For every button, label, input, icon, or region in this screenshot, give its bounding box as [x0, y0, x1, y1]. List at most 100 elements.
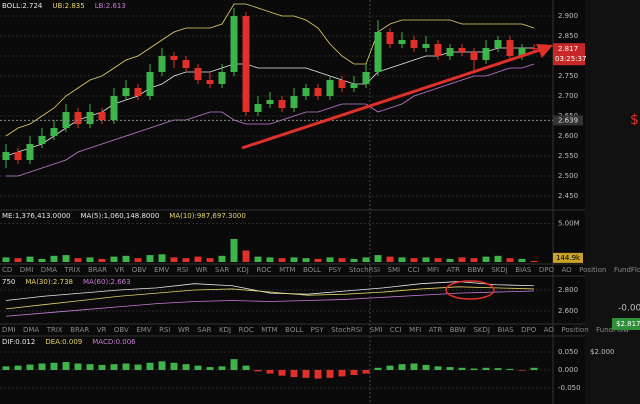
indicator-tab[interactable]: CCI: [408, 266, 420, 274]
volume-bar: [362, 257, 370, 262]
indicator-tab[interactable]: TRIX: [46, 326, 63, 334]
indicator-tab[interactable]: BRAR: [88, 266, 107, 274]
indicator-tab[interactable]: WR: [178, 326, 190, 334]
indicator-tab[interactable]: VR: [115, 266, 125, 274]
indicator-tab[interactable]: SAR: [215, 266, 229, 274]
indicator-tab[interactable]: SMI: [370, 326, 383, 334]
macd-bar: [26, 364, 34, 370]
candle-body: [74, 112, 82, 124]
indicator-tab[interactable]: BOLL: [303, 266, 321, 274]
indicator-tab[interactable]: StochRSI: [331, 326, 362, 334]
macd-bar: [86, 364, 94, 370]
indicator-tab[interactable]: BRAR: [70, 326, 89, 334]
indicator-tab[interactable]: ATR: [447, 266, 461, 274]
macd-bar: [494, 368, 502, 370]
y-tick-label: 5.00M: [558, 220, 580, 228]
volume-bar: [338, 258, 346, 262]
y-tick-label: -0.050: [558, 384, 581, 392]
macd-bar: [458, 367, 466, 370]
indicator-tab[interactable]: MTM: [261, 326, 277, 334]
candle-body: [266, 100, 274, 104]
indicator-tab[interactable]: CCI: [390, 326, 402, 334]
indicator-tab[interactable]: FundFlow: [614, 266, 640, 274]
volume-bar: [242, 250, 250, 262]
volume-bar: [26, 256, 34, 262]
indicator-tab[interactable]: MTM: [279, 266, 295, 274]
volume-bar: [530, 260, 538, 262]
indicator-tab[interactable]: BIAS: [515, 266, 532, 274]
candle-body: [26, 144, 34, 160]
indicator-tab[interactable]: Position: [561, 326, 588, 334]
indicator-tab[interactable]: SKDJ: [473, 326, 490, 334]
candle-body: [398, 40, 406, 44]
indicator-tab[interactable]: AO: [561, 266, 572, 274]
indicator-tab[interactable]: EMV: [136, 326, 151, 334]
volume-bar: [398, 257, 406, 262]
indicator-tab[interactable]: DPO: [521, 326, 537, 334]
layer: 2.9002.8502.8002.7502.7002.6502.6002.550…: [0, 2, 640, 392]
indicator-tab[interactable]: BBW: [467, 266, 483, 274]
indicator-tab[interactable]: ROC: [256, 266, 271, 274]
indicator-tab[interactable]: DMA: [23, 326, 39, 334]
indicator-tab[interactable]: OBV: [132, 266, 147, 274]
indicator-tab[interactable]: RSI: [177, 266, 188, 274]
boll-line: [5, 47, 534, 157]
indicator-tab[interactable]: PSY: [311, 326, 325, 334]
candle-body: [206, 80, 214, 84]
indicator-tab[interactable]: RSI: [159, 326, 170, 334]
macd-bar: [350, 369, 358, 375]
macd-bar: [14, 365, 22, 370]
indicator-tab[interactable]: DPO: [539, 266, 555, 274]
indicator-tab[interactable]: SKDJ: [491, 266, 508, 274]
sidebar-low: $2.000: [590, 348, 615, 356]
indicator-tab[interactable]: BIAS: [497, 326, 514, 334]
macd-bar: [290, 369, 298, 378]
indicator-tab[interactable]: EMV: [154, 266, 169, 274]
macd-bar: [194, 365, 202, 370]
indicator-tab[interactable]: OBV: [114, 326, 129, 334]
indicator-tab[interactable]: MFI: [409, 326, 421, 334]
sidebar-price-box: [612, 318, 640, 330]
volume-bar: [458, 257, 466, 262]
macd-bar: [302, 369, 310, 378]
candle-body: [470, 52, 478, 60]
indicator-tab[interactable]: WR: [196, 266, 208, 274]
y-tick-label: 2.750: [558, 72, 578, 80]
candle-body: [326, 80, 334, 96]
indicator-tab[interactable]: TRIX: [64, 266, 81, 274]
indicator-tab[interactable]: ROC: [239, 326, 254, 334]
volume-label: 144.9k: [556, 254, 581, 262]
macd-bar: [74, 363, 82, 370]
indicator-tab[interactable]: DMI: [20, 266, 34, 274]
indicator-tab[interactable]: AO: [544, 326, 555, 334]
indicator-tab[interactable]: SMI: [388, 266, 401, 274]
indicator-tab[interactable]: KDJ: [237, 266, 249, 274]
candle-body: [218, 72, 226, 84]
indicator-header: MA(30):2.738: [25, 278, 73, 286]
volume-bar: [386, 256, 394, 262]
indicator-tab[interactable]: MFI: [427, 266, 439, 274]
macd-bar: [338, 369, 346, 377]
indicator-tab[interactable]: PSY: [328, 266, 342, 274]
indicator-tab[interactable]: StochRSI: [349, 266, 380, 274]
candle-body: [110, 96, 118, 120]
indicator-header: ME:1,376,413.0000: [2, 212, 71, 220]
indicator-tab[interactable]: ATR: [429, 326, 443, 334]
candle-body: [290, 96, 298, 108]
indicator-tab[interactable]: CD: [2, 266, 12, 274]
indicator-tab[interactable]: Position: [579, 266, 606, 274]
indicator-tab[interactable]: VR: [97, 326, 107, 334]
indicator-tab[interactable]: SAR: [197, 326, 211, 334]
indicator-tab[interactable]: KDJ: [219, 326, 231, 334]
macd-bar: [122, 363, 130, 370]
indicator-tab[interactable]: BOLL: [285, 326, 303, 334]
volume-bar: [146, 255, 154, 262]
indicator-tab[interactable]: DMI: [2, 326, 16, 334]
candle-body: [254, 104, 262, 112]
volume-bar: [434, 258, 442, 262]
indicator-tab[interactable]: DMA: [41, 266, 57, 274]
candle-body: [302, 88, 310, 96]
candle-body: [230, 16, 238, 72]
indicator-tab[interactable]: BBW: [450, 326, 466, 334]
y-tick-label: 2.900: [558, 12, 578, 20]
